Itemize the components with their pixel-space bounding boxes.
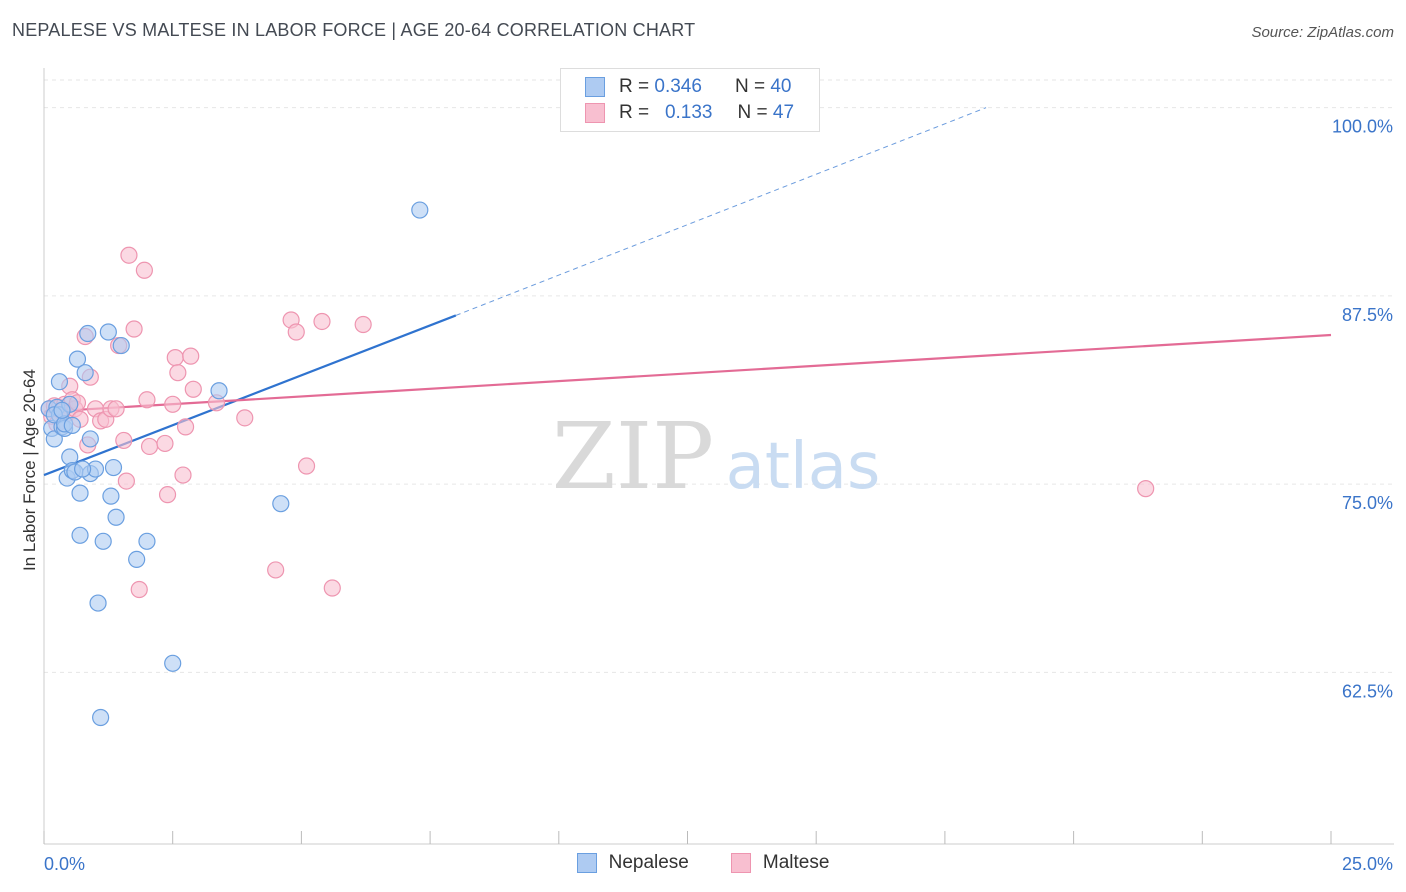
x-tick-label: 0.0%: [44, 854, 85, 874]
trend-lines: [43, 107, 1332, 477]
maltese-point: [184, 380, 202, 398]
nepalese-point: [74, 460, 92, 478]
maltese-point: [236, 409, 254, 427]
legend-row-nepalese: R = 0.346 N = 40: [585, 75, 791, 99]
maltese-point: [117, 472, 135, 490]
nepalese-point: [53, 401, 71, 419]
maltese-point: [176, 418, 195, 436]
data-points: [40, 201, 1155, 727]
n-label: N =: [734, 76, 766, 97]
nepalese-swatch: [585, 77, 605, 97]
r-value: 0.133: [664, 102, 713, 123]
maltese-point: [297, 457, 316, 475]
legend-item-nepalese[interactable]: Nepalese: [576, 852, 689, 874]
nepalese-point: [79, 324, 97, 343]
nepalese-point: [92, 708, 110, 727]
legend-label: Maltese: [762, 852, 830, 873]
nepalese-point: [45, 430, 63, 448]
maltese-point: [158, 486, 177, 504]
maltese-swatch: [730, 853, 751, 873]
legend-row-maltese: R = 0.133 N = 47: [585, 101, 794, 125]
watermark-atlas: atlas: [726, 430, 881, 504]
maltese-point: [169, 364, 187, 382]
maltese-point: [313, 312, 331, 331]
nepalese-point: [112, 336, 130, 355]
maltese-point: [287, 323, 305, 341]
r-label: R =: [619, 76, 650, 97]
nepalese-point: [104, 458, 123, 477]
y-tick-label: 100.0%: [1332, 117, 1393, 137]
maltese-point: [115, 431, 133, 450]
maltese-point: [182, 347, 200, 365]
chart-title: NEPALESE VS MALTESE IN LABOR FORCE | AGE…: [12, 20, 696, 40]
maltese-point: [164, 395, 182, 413]
maltese-point: [156, 434, 174, 453]
maltese-point: [267, 561, 285, 579]
nepalese-trend-line: [43, 314, 457, 477]
maltese-point: [130, 580, 148, 599]
nepalese-point: [81, 430, 99, 448]
nepalese-point: [107, 508, 125, 526]
maltese-point: [138, 391, 156, 409]
gridlines: [44, 79, 1394, 673]
correlation-legend: R = 0.346 N = 40 R = 0.133 N = 47: [560, 68, 820, 132]
maltese-point: [174, 466, 192, 484]
maltese-point: [323, 579, 341, 597]
maltese-point: [120, 246, 138, 264]
maltese-point: [1137, 480, 1155, 498]
maltese-point: [125, 320, 143, 338]
legend-item-maltese[interactable]: Maltese: [730, 852, 830, 874]
n-value: 40: [770, 76, 792, 97]
nepalese-point: [102, 487, 120, 505]
n-label: N =: [737, 102, 768, 123]
x-tick-label: 25.0%: [1342, 854, 1393, 874]
maltese-point: [140, 437, 159, 456]
legend-label: Nepalese: [608, 852, 689, 873]
nepalese-point: [71, 484, 89, 502]
series-legend: Nepalese Maltese: [0, 852, 1406, 874]
nepalese-point: [50, 373, 69, 391]
maltese-point: [135, 261, 153, 279]
nepalese-point: [411, 201, 429, 219]
nepalese-trend-extension: [455, 107, 987, 316]
nepalese-point: [71, 526, 89, 544]
watermark-zip: ZIP: [552, 403, 714, 510]
nepalese-point: [164, 654, 182, 672]
maltese-trend-line: [43, 333, 1332, 413]
maltese-swatch: [585, 103, 605, 123]
maltese-point: [354, 315, 372, 334]
nepalese-point: [63, 416, 81, 434]
axes: [43, 68, 1394, 845]
r-value: 0.346: [654, 76, 702, 97]
nepalese-point: [128, 550, 146, 568]
n-value: 47: [772, 102, 795, 123]
y-tick-label: 75.0%: [1342, 493, 1393, 513]
nepalese-point: [68, 350, 87, 368]
maltese-point: [166, 349, 184, 367]
nepalese-swatch: [576, 853, 597, 873]
source-credit: Source: ZipAtlas.com: [1251, 24, 1394, 41]
r-label: R =: [619, 102, 650, 123]
nepalese-point: [89, 594, 107, 612]
nepalese-point: [76, 364, 94, 382]
tick-labels: 62.5% 75.0% 87.5% 100.0% 0.0% 25.0%: [44, 117, 1393, 874]
nepalese-point: [138, 532, 156, 550]
nepalese-point: [99, 323, 117, 341]
watermark: ZIP atlas: [552, 403, 880, 510]
y-tick-label: 62.5%: [1342, 681, 1393, 701]
maltese-point: [107, 400, 125, 418]
y-tick-label: 87.5%: [1342, 305, 1393, 325]
nepalese-point: [94, 532, 112, 550]
nepalese-point: [210, 382, 228, 400]
nepalese-point: [272, 495, 290, 513]
